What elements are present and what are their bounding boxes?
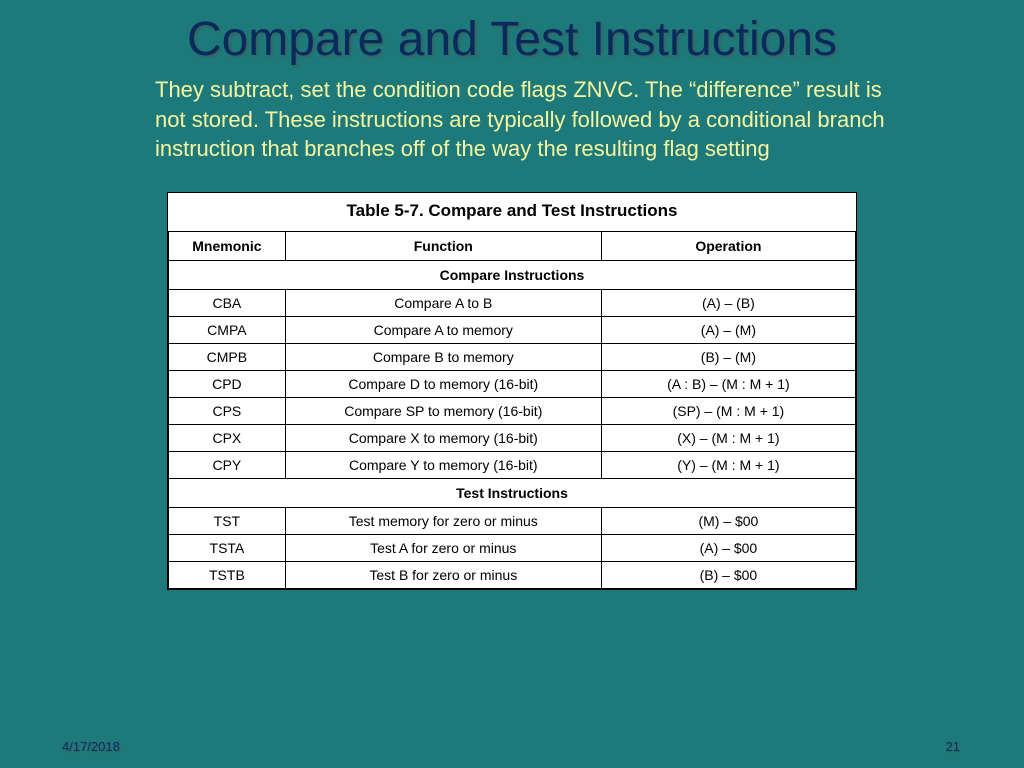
- cell-function: Compare SP to memory (16-bit): [285, 398, 601, 425]
- table-section-label: Test Instructions: [169, 479, 856, 508]
- cell-mnemonic: TST: [169, 508, 286, 535]
- table-row: TSTBTest B for zero or minus(B) – $00: [169, 562, 856, 589]
- cell-mnemonic: CPY: [169, 452, 286, 479]
- cell-operation: (X) – (M : M + 1): [601, 425, 855, 452]
- cell-operation: (M) – $00: [601, 508, 855, 535]
- cell-operation: (Y) – (M : M + 1): [601, 452, 855, 479]
- cell-mnemonic: CMPB: [169, 344, 286, 371]
- instruction-table-container: Table 5-7. Compare and Test Instructions…: [167, 192, 857, 590]
- cell-mnemonic: CMPA: [169, 317, 286, 344]
- cell-operation: (SP) – (M : M + 1): [601, 398, 855, 425]
- table-row: CBACompare A to B(A) – (B): [169, 290, 856, 317]
- cell-mnemonic: TSTA: [169, 535, 286, 562]
- table-row: CPSCompare SP to memory (16-bit)(SP) – (…: [169, 398, 856, 425]
- table-row: CMPACompare A to memory(A) – (M): [169, 317, 856, 344]
- cell-operation: (A : B) – (M : M + 1): [601, 371, 855, 398]
- table-row: CPXCompare X to memory (16-bit)(X) – (M …: [169, 425, 856, 452]
- instruction-table: Mnemonic Function Operation Compare Inst…: [168, 231, 856, 589]
- table-section-label: Compare Instructions: [169, 261, 856, 290]
- footer-page-number: 21: [946, 739, 960, 754]
- table-row: CMPBCompare B to memory(B) – (M): [169, 344, 856, 371]
- cell-mnemonic: CBA: [169, 290, 286, 317]
- cell-function: Test A for zero or minus: [285, 535, 601, 562]
- table-row: CPYCompare Y to memory (16-bit)(Y) – (M …: [169, 452, 856, 479]
- table-body: Compare InstructionsCBACompare A to B(A)…: [169, 261, 856, 589]
- cell-mnemonic: TSTB: [169, 562, 286, 589]
- cell-operation: (A) – (M): [601, 317, 855, 344]
- cell-mnemonic: CPX: [169, 425, 286, 452]
- table-section-row: Test Instructions: [169, 479, 856, 508]
- col-header-mnemonic: Mnemonic: [169, 232, 286, 261]
- cell-operation: (B) – $00: [601, 562, 855, 589]
- table-caption: Table 5-7. Compare and Test Instructions: [168, 193, 856, 231]
- cell-operation: (A) – (B): [601, 290, 855, 317]
- slide-title: Compare and Test Instructions: [0, 0, 1024, 75]
- cell-function: Compare A to B: [285, 290, 601, 317]
- col-header-function: Function: [285, 232, 601, 261]
- cell-function: Compare D to memory (16-bit): [285, 371, 601, 398]
- footer-date: 4/17/2018: [62, 739, 120, 754]
- cell-operation: (A) – $00: [601, 535, 855, 562]
- table-row: TSTATest A for zero or minus(A) – $00: [169, 535, 856, 562]
- cell-mnemonic: CPS: [169, 398, 286, 425]
- cell-function: Compare B to memory: [285, 344, 601, 371]
- cell-operation: (B) – (M): [601, 344, 855, 371]
- table-header-row: Mnemonic Function Operation: [169, 232, 856, 261]
- table-section-row: Compare Instructions: [169, 261, 856, 290]
- col-header-operation: Operation: [601, 232, 855, 261]
- cell-function: Compare X to memory (16-bit): [285, 425, 601, 452]
- cell-function: Test memory for zero or minus: [285, 508, 601, 535]
- slide-description: They subtract, set the condition code fl…: [0, 75, 1024, 164]
- cell-mnemonic: CPD: [169, 371, 286, 398]
- cell-function: Compare A to memory: [285, 317, 601, 344]
- cell-function: Test B for zero or minus: [285, 562, 601, 589]
- table-row: TSTTest memory for zero or minus(M) – $0…: [169, 508, 856, 535]
- cell-function: Compare Y to memory (16-bit): [285, 452, 601, 479]
- table-row: CPDCompare D to memory (16-bit)(A : B) –…: [169, 371, 856, 398]
